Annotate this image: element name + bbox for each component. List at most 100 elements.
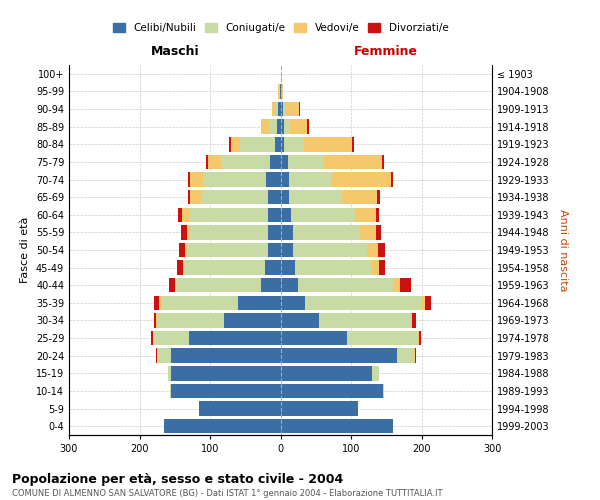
Bar — [281, 366, 372, 380]
Bar — [269, 120, 277, 134]
Bar — [179, 243, 185, 257]
Bar — [287, 154, 324, 169]
Bar — [266, 172, 281, 186]
Bar — [261, 120, 262, 134]
Bar — [182, 208, 190, 222]
Bar — [268, 225, 281, 240]
Bar — [397, 348, 415, 363]
Bar — [421, 296, 425, 310]
Bar — [203, 172, 266, 186]
Bar — [419, 331, 421, 345]
Bar — [181, 225, 187, 240]
Bar — [411, 314, 412, 328]
Bar — [347, 331, 418, 345]
Bar — [293, 225, 360, 240]
Bar — [298, 278, 394, 292]
Bar — [352, 137, 354, 152]
Text: Femmine: Femmine — [354, 44, 418, 58]
Bar — [289, 190, 342, 204]
Bar — [169, 278, 175, 292]
Bar — [378, 243, 385, 257]
Bar — [342, 190, 377, 204]
Text: COMUNE DI ALMENNO SAN SALVATORE (BG) - Dati ISTAT 1° gennaio 2004 - Elaborazione: COMUNE DI ALMENNO SAN SALVATORE (BG) - D… — [12, 489, 443, 498]
Bar — [295, 260, 372, 275]
Bar — [184, 260, 265, 275]
Bar — [154, 296, 159, 310]
Text: Maschi: Maschi — [151, 44, 199, 58]
Bar — [281, 190, 289, 204]
Bar — [281, 154, 287, 169]
Bar — [275, 102, 278, 117]
Bar — [281, 84, 283, 98]
Bar — [400, 278, 411, 292]
Bar — [289, 172, 331, 186]
Bar — [331, 172, 391, 186]
Bar — [281, 172, 289, 186]
Y-axis label: Fasce di età: Fasce di età — [20, 217, 30, 283]
Bar — [415, 348, 416, 363]
Text: Popolazione per età, sesso e stato civile - 2004: Popolazione per età, sesso e stato civil… — [12, 472, 343, 486]
Bar — [376, 225, 382, 240]
Bar — [284, 120, 290, 134]
Bar — [281, 278, 298, 292]
Bar — [189, 331, 281, 345]
Bar — [372, 366, 379, 380]
Bar — [275, 137, 281, 152]
Bar — [157, 348, 171, 363]
Bar — [281, 419, 394, 434]
Bar — [262, 120, 269, 134]
Bar — [185, 243, 187, 257]
Bar — [177, 260, 182, 275]
Bar — [412, 314, 416, 328]
Bar — [281, 225, 293, 240]
Bar — [178, 208, 182, 222]
Bar — [199, 402, 281, 416]
Bar — [291, 208, 355, 222]
Bar — [278, 102, 281, 117]
Bar — [190, 172, 203, 186]
Bar — [279, 84, 280, 98]
Bar — [379, 260, 385, 275]
Bar — [161, 296, 238, 310]
Bar — [175, 278, 176, 292]
Bar — [372, 260, 379, 275]
Bar — [229, 137, 231, 152]
Bar — [231, 137, 239, 152]
Y-axis label: Anni di nascita: Anni di nascita — [558, 209, 568, 291]
Bar — [391, 172, 394, 186]
Bar — [281, 102, 283, 117]
Bar — [224, 314, 281, 328]
Bar — [418, 331, 419, 345]
Bar — [239, 137, 275, 152]
Bar — [168, 366, 171, 380]
Bar — [319, 314, 411, 328]
Bar — [187, 225, 190, 240]
Bar — [382, 154, 384, 169]
Bar — [171, 366, 281, 380]
Bar — [154, 331, 189, 345]
Bar — [176, 278, 261, 292]
Bar — [190, 190, 201, 204]
Bar — [238, 296, 281, 310]
Bar — [367, 243, 378, 257]
Bar — [376, 208, 379, 222]
Bar — [187, 243, 268, 257]
Bar — [281, 384, 383, 398]
Bar — [188, 172, 190, 186]
Bar — [304, 137, 352, 152]
Bar — [190, 208, 268, 222]
Bar — [377, 190, 380, 204]
Bar — [305, 296, 421, 310]
Bar — [171, 384, 281, 398]
Bar — [281, 243, 293, 257]
Bar — [281, 402, 358, 416]
Bar — [281, 296, 305, 310]
Bar — [277, 120, 281, 134]
Bar — [157, 314, 224, 328]
Bar — [281, 348, 397, 363]
Bar — [153, 331, 154, 345]
Bar — [360, 225, 376, 240]
Bar — [283, 102, 285, 117]
Bar — [208, 154, 221, 169]
Bar — [355, 208, 376, 222]
